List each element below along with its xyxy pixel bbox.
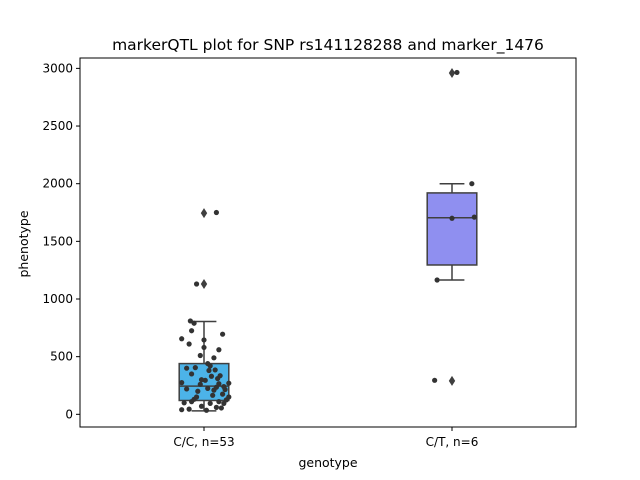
outlier-marker [200,279,208,290]
data-point [179,407,185,413]
x-tick-label: C/C, n=53 [173,435,234,449]
data-point [205,360,211,367]
data-point [179,336,185,342]
data-point [469,181,475,187]
data-point [471,214,477,220]
data-point [201,344,207,351]
data-point [208,373,215,379]
data-point [449,215,455,221]
data-point [192,365,198,371]
box-group [426,67,478,386]
data-point [212,367,218,373]
data-point [187,318,193,324]
data-point [198,403,205,409]
data-point [191,320,197,326]
chart-title: markerQTL plot for SNP rs141128288 and m… [112,36,544,55]
data-point [186,406,192,412]
data-point [218,405,224,411]
data-point [205,385,211,391]
data-point [226,380,232,386]
y-tick-label: 1500 [42,234,73,248]
x-axis: C/C, n=53 C/T, n=6 [173,427,478,449]
data-point [189,371,195,377]
data-point [220,391,226,397]
y-tick-label: 3000 [42,61,73,75]
data-point [206,367,212,374]
box-group [178,208,232,413]
data-point [193,281,200,287]
x-tick-label: C/T, n=6 [426,435,479,449]
y-axis-label: phenotype [16,210,31,277]
data-point [211,355,217,361]
data-point [213,209,219,216]
data-point [197,352,203,359]
y-tick-label: 2500 [42,119,73,133]
data-point [454,69,460,76]
data-point [179,380,185,386]
outlier-marker [200,208,208,219]
data-point [216,399,222,405]
data-point [186,341,192,347]
y-tick-label: 2000 [42,177,73,191]
data-point [226,394,232,400]
data-point [189,328,195,334]
outlier-marker [448,375,456,386]
plot-frame [79,57,577,428]
data-point [203,407,210,413]
data-point [217,373,223,379]
data-point [201,337,207,343]
data-point [221,384,227,390]
data-point [184,365,190,371]
data-point [181,400,187,406]
y-axis: 0 500 1000 1500 2000 2500 3000 [42,61,80,421]
data-point [213,404,219,410]
plot-area [178,67,478,413]
y-tick-label: 500 [50,350,73,364]
data-point [210,392,216,398]
data-point [197,381,203,387]
data-point [207,400,213,406]
data-point [216,347,222,353]
data-point [198,377,205,383]
data-point [216,381,222,387]
data-point [434,277,440,283]
y-tick-label: 0 [65,407,73,421]
box [426,192,478,266]
y-tick-label: 1000 [42,292,73,306]
data-point [432,377,438,383]
data-point [220,331,226,337]
x-axis-label: genotype [298,455,357,470]
data-point [193,394,200,400]
data-point [195,388,201,394]
outlier-marker [448,67,456,78]
data-point [184,386,190,392]
